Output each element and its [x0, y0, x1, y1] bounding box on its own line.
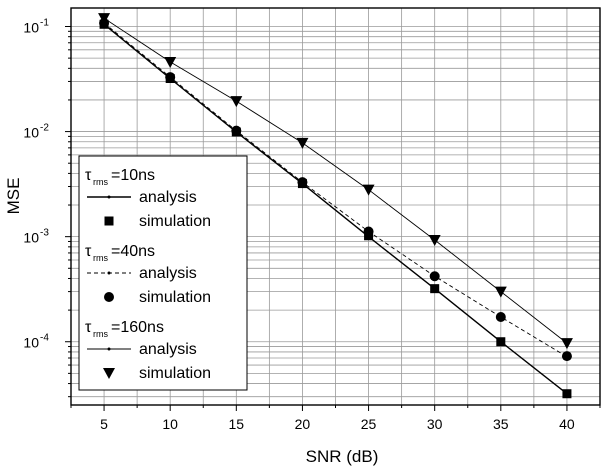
y-tick-label: 10	[23, 20, 39, 36]
simulation-marker	[296, 137, 309, 149]
x-tick-label: 40	[559, 416, 575, 432]
legend-analysis-point	[107, 347, 111, 351]
legend-group-title: τ	[85, 319, 92, 336]
y-tick-label: 10	[23, 125, 39, 141]
data-series	[98, 13, 573, 399]
analysis-line-0	[103, 23, 568, 395]
legend-group-subscript: rms	[93, 177, 108, 187]
simulation-marker	[362, 184, 375, 196]
legend-group-subscript: rms	[93, 329, 108, 339]
simulation-marker	[562, 389, 572, 399]
legend-simulation-label: simulation	[139, 365, 211, 382]
simulation-marker	[560, 338, 573, 350]
y-tick-exponent: -3	[40, 228, 49, 239]
legend-simulation-label: simulation	[139, 289, 211, 306]
simulation-marker	[428, 234, 441, 246]
y-tick-labels: 10-110-210-310-4	[23, 18, 49, 351]
x-tick-label: 30	[427, 416, 443, 432]
y-tick-label: 10	[23, 335, 39, 351]
x-tick-label: 25	[361, 416, 377, 432]
simulation-marker	[496, 337, 506, 347]
simulation-marker	[165, 72, 176, 83]
y-axis-label: MSE	[4, 178, 23, 215]
simulation-marker	[164, 56, 177, 68]
analysis-line-1	[103, 22, 568, 358]
x-tick-label: 20	[295, 416, 311, 432]
simulation-marker	[363, 226, 374, 237]
legend-simulation-marker	[103, 368, 115, 379]
simulation-marker	[561, 351, 572, 362]
legend-analysis-point	[107, 195, 111, 199]
simulation-marker	[230, 96, 243, 108]
legend-analysis-point	[107, 271, 111, 275]
legend-analysis-label: analysis	[139, 265, 197, 282]
x-tick-label: 10	[162, 416, 178, 432]
simulation-marker	[98, 13, 111, 25]
x-tick-label: 5	[100, 416, 108, 432]
x-tick-label: 35	[493, 416, 509, 432]
simulation-marker	[231, 125, 242, 136]
x-axis-label: SNR (dB)	[306, 447, 379, 466]
simulation-marker	[429, 271, 440, 282]
grid-lines	[71, 8, 600, 405]
x-tick-labels: 5 10 15 20 25 30 35 40	[100, 416, 575, 432]
analysis-line-2	[103, 17, 568, 344]
x-tick-label: 15	[229, 416, 245, 432]
y-tick-exponent: -4	[40, 333, 49, 344]
legend-group-title: τ	[85, 243, 92, 260]
legend-simulation-marker	[104, 216, 114, 226]
y-tick-exponent: -2	[40, 123, 49, 134]
legend-box	[78, 155, 248, 391]
legend-group-subscript: rms	[93, 253, 108, 263]
legend-group-value: =160ns	[111, 319, 164, 336]
simulation-marker	[495, 311, 506, 322]
legend-simulation-marker	[104, 292, 114, 302]
y-tick-exponent: -1	[40, 18, 49, 29]
y-tick-label: 10	[23, 230, 39, 246]
legend-group-value: =10ns	[111, 167, 155, 184]
legend-group-value: =40ns	[111, 243, 155, 260]
simulation-marker	[297, 177, 308, 188]
simulation-marker	[430, 284, 440, 294]
legend-analysis-label: analysis	[139, 189, 197, 206]
legend-simulation-label: simulation	[139, 213, 211, 230]
legend-analysis-label: analysis	[139, 341, 197, 358]
legend-group-title: τ	[85, 167, 92, 184]
axis-ticks	[65, 26, 601, 411]
simulation-marker	[494, 286, 507, 298]
